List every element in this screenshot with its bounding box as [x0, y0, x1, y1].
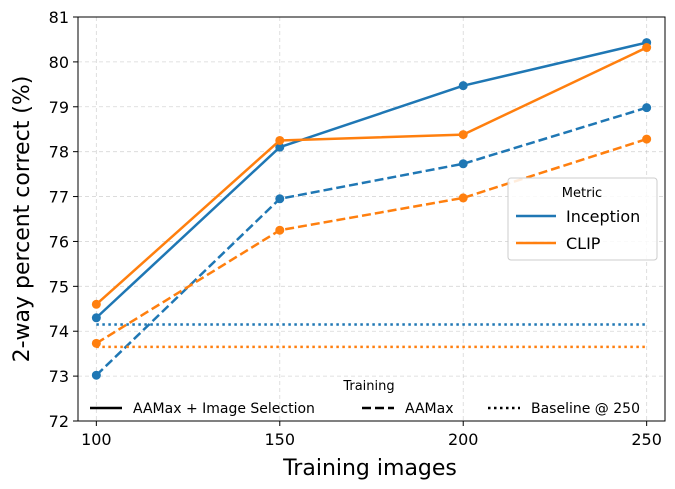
data-point-inception-dashed [275, 194, 285, 204]
series-inception-dashed [91, 103, 652, 380]
legend-training: Training AAMax + Image Selection AAMax B… [90, 379, 640, 417]
y-tick-label: 76 [49, 232, 69, 251]
series-line-clip-solid [95, 46, 648, 306]
data-point-inception-dashed [458, 159, 468, 169]
legend-label-aamax: AAMax [405, 401, 454, 417]
data-point-clip-solid [642, 43, 652, 53]
legend-metric-title: Metric [562, 186, 602, 201]
x-tick-label: 100 [81, 430, 112, 449]
legend-label-aamax-image-selection: AAMax + Image Selection [133, 401, 315, 417]
data-point-clip-solid [458, 130, 468, 140]
series-clip-solid [91, 43, 652, 309]
x-axis-ticks: 100 150 200 250 [81, 421, 662, 449]
data-point-inception-dashed [642, 103, 652, 113]
series-line-clip-dashed [95, 137, 648, 345]
y-tick-label: 78 [49, 143, 69, 162]
x-axis-label: Training images [282, 456, 457, 481]
x-tick-label: 150 [265, 430, 296, 449]
x-tick-label: 250 [631, 430, 662, 449]
data-point-clip-dashed [642, 134, 652, 144]
series-clip-dashed [91, 134, 652, 348]
series-line-inception-solid [95, 41, 647, 319]
x-tick-label: 200 [448, 430, 479, 449]
y-tick-label: 77 [49, 188, 69, 207]
y-axis-ticks: 72 73 74 75 76 77 78 79 80 81 [49, 8, 78, 431]
data-point-clip-dashed [91, 338, 101, 348]
legend-metric-box [507, 177, 658, 261]
data-point-clip-solid [275, 135, 285, 145]
legend-metric: Metric Inception CLIP [507, 177, 658, 261]
legend-label-baseline: Baseline @ 250 [531, 401, 640, 417]
legend-label-inception: Inception [566, 207, 640, 226]
data-point-inception-solid [275, 142, 285, 152]
y-tick-label: 72 [49, 412, 69, 431]
data-point-clip-dashed [275, 225, 285, 235]
y-tick-label: 73 [49, 367, 69, 386]
y-tick-label: 79 [49, 98, 69, 117]
series-line-inception-dashed [95, 106, 648, 377]
series-layer [91, 38, 652, 380]
y-tick-label: 80 [49, 53, 69, 72]
data-point-inception-dashed [91, 370, 101, 380]
data-point-inception-solid [458, 81, 468, 91]
legend-label-clip: CLIP [566, 234, 601, 253]
y-tick-label: 74 [49, 322, 69, 341]
legend-training-title: Training [342, 379, 394, 394]
y-tick-label: 75 [49, 277, 69, 296]
data-point-clip-dashed [458, 193, 468, 203]
y-tick-label: 81 [49, 8, 69, 27]
data-point-inception-solid [91, 313, 101, 323]
data-point-clip-solid [91, 299, 101, 309]
y-axis-label: 2-way percent correct (%) [10, 76, 35, 363]
plot-frame [77, 16, 666, 422]
grid [78, 16, 665, 422]
